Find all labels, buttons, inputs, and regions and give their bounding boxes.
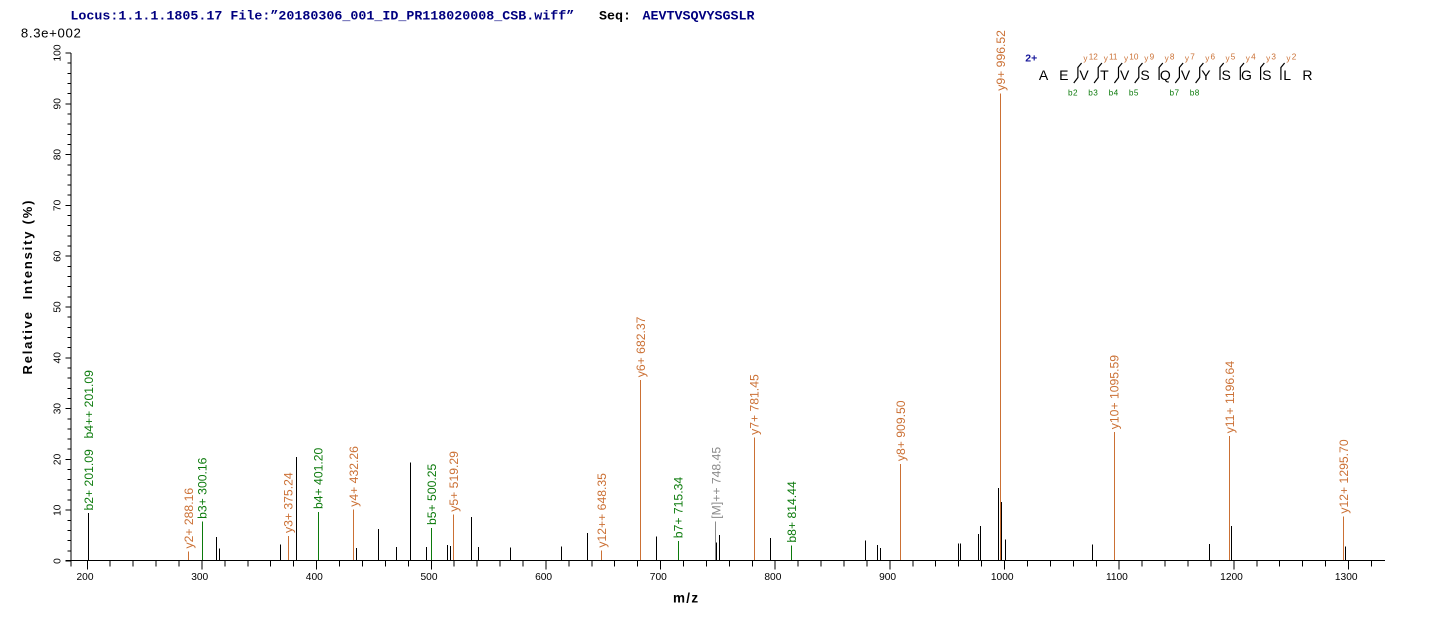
svg-text:Y: Y [1201,67,1211,83]
svg-text:y10+ 1095.59: y10+ 1095.59 [1107,355,1121,429]
svg-text:b7: b7 [1170,89,1180,98]
svg-text:y6: y6 [1205,53,1215,64]
svg-text:50: 50 [53,301,64,313]
svg-text:8.3e+002: 8.3e+002 [21,26,82,41]
svg-text:V: V [1079,67,1089,83]
svg-text:20: 20 [53,453,64,465]
svg-text:b2+ 201.09: b2+ 201.09 [82,449,96,511]
svg-text:y7: y7 [1185,53,1195,64]
svg-text:y4+ 432.26: y4+ 432.26 [347,446,361,507]
svg-text:b5: b5 [1129,89,1139,98]
svg-text:S: S [1262,67,1271,83]
svg-text:y11: y11 [1104,53,1118,64]
svg-text:y11+ 1196.64: y11+ 1196.64 [1223,361,1237,434]
svg-text:y12: y12 [1083,53,1098,64]
svg-text:y12++ 648.35: y12++ 648.35 [595,473,609,548]
svg-text:200: 200 [77,572,94,583]
svg-text:V: V [1120,67,1130,83]
svg-text:L: L [1283,67,1291,83]
svg-text:E: E [1059,67,1068,83]
svg-text:y7+ 781.45: y7+ 781.45 [747,374,761,435]
svg-text:y4: y4 [1246,53,1256,64]
svg-text:100: 100 [53,44,64,61]
svg-text:y5+ 519.29: y5+ 519.29 [447,451,461,512]
svg-text:[M]++ 748.45: [M]++ 748.45 [709,447,723,519]
svg-text:Seq:: Seq: [599,10,631,25]
svg-text:500: 500 [421,572,438,583]
svg-text:y6+ 682.37: y6+ 682.37 [634,316,648,377]
svg-text:1100: 1100 [1106,572,1128,583]
svg-text:2+: 2+ [1025,53,1037,65]
svg-text:b2: b2 [1068,89,1078,98]
svg-text:y9+ 996.52: y9+ 996.52 [994,30,1008,91]
svg-text:y3+ 375.24: y3+ 375.24 [282,472,296,533]
svg-text:90: 90 [53,98,64,110]
svg-text:y2+ 288.16: y2+ 288.16 [182,488,196,549]
svg-text:A: A [1039,67,1049,83]
svg-text:b5+ 500.25: b5+ 500.25 [425,463,439,525]
svg-text:1000: 1000 [991,572,1014,583]
svg-text:1300: 1300 [1335,572,1358,583]
svg-text:400: 400 [306,572,323,583]
svg-text:y9: y9 [1144,53,1154,64]
svg-text:y5: y5 [1226,53,1236,64]
svg-text:0: 0 [53,558,64,564]
svg-text:AEVTVSQVYSGSLR: AEVTVSQVYSGSLR [643,10,755,25]
svg-text:y3: y3 [1266,53,1276,64]
svg-text:40: 40 [53,352,64,364]
svg-text:1200: 1200 [1220,572,1243,583]
svg-text:b4: b4 [1109,89,1119,98]
svg-text:m/z: m/z [673,591,699,606]
svg-text:y12+ 1295.70: y12+ 1295.70 [1337,439,1351,513]
svg-text:y8+ 909.50: y8+ 909.50 [894,400,908,461]
svg-text:b3: b3 [1088,89,1098,98]
svg-text:G: G [1241,67,1252,83]
svg-text:y10: y10 [1124,53,1139,64]
svg-text:T: T [1100,67,1109,83]
svg-text:y8: y8 [1165,53,1175,64]
svg-text:R: R [1302,67,1312,83]
svg-text:10: 10 [53,504,64,516]
svg-text:Q: Q [1160,67,1171,83]
svg-text:Relative Intensity (%): Relative Intensity (%) [20,199,35,375]
svg-text:30: 30 [53,403,64,415]
svg-text:600: 600 [535,572,552,583]
svg-text:60: 60 [53,250,64,262]
svg-text:900: 900 [879,572,896,583]
svg-text:S: S [1222,67,1231,83]
svg-text:80: 80 [53,149,64,161]
svg-text:800: 800 [764,572,781,583]
svg-text:b4+ 401.20: b4+ 401.20 [311,447,325,509]
svg-text:700: 700 [650,572,667,583]
svg-text:b8+ 814.44: b8+ 814.44 [785,481,799,543]
svg-text:b7+ 715.34: b7+ 715.34 [672,477,686,539]
svg-text:y2: y2 [1286,53,1296,64]
svg-text:V: V [1181,67,1191,83]
svg-text:S: S [1140,67,1149,83]
svg-text:Locus:1.1.1.1805.17 File:”2018: Locus:1.1.1.1805.17 File:”20180306_001_I… [70,10,574,25]
svg-text:b4++ 201.09: b4++ 201.09 [82,370,96,439]
svg-text:b3+ 300.16: b3+ 300.16 [196,457,210,519]
svg-text:b8: b8 [1190,89,1200,98]
svg-text:300: 300 [191,572,208,583]
svg-text:70: 70 [53,199,64,211]
